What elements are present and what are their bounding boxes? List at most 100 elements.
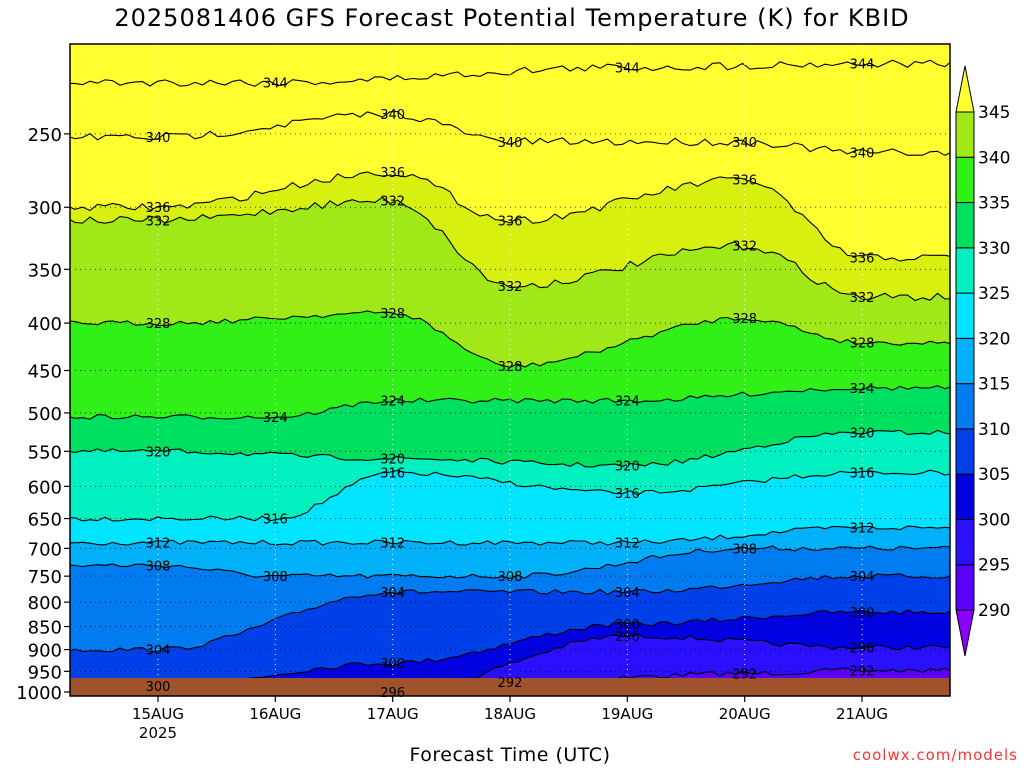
contour-320	[70, 429, 950, 468]
contour-332	[70, 196, 950, 302]
y-tick-label: 450	[28, 361, 62, 382]
contour-label-324: 324	[380, 395, 405, 410]
contour-label-300: 300	[380, 657, 405, 672]
contour-label-344: 344	[263, 76, 288, 91]
y-tick-label: 300	[28, 198, 62, 219]
y-tick-label: 550	[28, 442, 62, 463]
contour-336	[70, 171, 950, 262]
contour-label-340: 340	[498, 136, 523, 151]
contour-label-328: 328	[380, 307, 405, 322]
contour-label-320: 320	[146, 445, 171, 460]
contour-label-300: 300	[850, 606, 875, 621]
contour-label-312: 312	[146, 537, 171, 552]
contour-312	[70, 525, 950, 546]
colorbar-label: 290	[978, 601, 1010, 621]
contour-label-308: 308	[498, 570, 523, 585]
x-tick-label: 18AUG	[484, 705, 536, 723]
x-tick-label: 21AUG	[836, 705, 888, 723]
contour-label-316: 316	[615, 487, 640, 502]
contour-label-320: 320	[380, 453, 405, 468]
contour-label-324: 324	[615, 395, 640, 410]
contour-328	[70, 310, 950, 368]
contour-label-324: 324	[850, 382, 875, 397]
contour-316	[70, 469, 950, 522]
contour-label-304: 304	[146, 644, 171, 659]
colorbar-swatch	[955, 292, 975, 339]
colorbar-swatch	[955, 428, 975, 475]
y-tick-label: 700	[28, 539, 62, 560]
colorbar-label: 345	[978, 103, 1010, 123]
colorbar: 290 295 300 305 310 315 320 325 330 335 340 345	[955, 65, 1010, 657]
contour-label-308: 308	[732, 542, 757, 557]
band-above-344	[70, 44, 950, 87]
contour-label-304: 304	[615, 586, 640, 601]
colorbar-top-arrow	[955, 65, 975, 113]
contour-label-316: 316	[263, 513, 288, 528]
colorbar-swatch	[955, 518, 975, 566]
contour-label-308: 308	[146, 559, 171, 574]
contour-label-304: 304	[850, 570, 875, 585]
y-tick-label: 1000	[16, 683, 62, 704]
y-tick-label: 800	[28, 593, 62, 614]
contour-label-340: 340	[850, 147, 875, 162]
y-tick-label: 400	[28, 314, 62, 335]
y-tick-label: 650	[28, 510, 62, 531]
colorbar-label: 295	[978, 556, 1010, 576]
y-tick-label: 600	[28, 477, 62, 498]
contour-label-316: 316	[850, 467, 875, 482]
contour-label-324: 324	[263, 411, 288, 426]
y-tick-label: 250	[28, 125, 62, 146]
contour-label-332: 332	[380, 194, 405, 209]
colorbar-label: 305	[978, 465, 1010, 485]
colorbar-swatch	[955, 383, 975, 430]
contour-label-336: 336	[146, 201, 171, 216]
y-tick-label: 750	[28, 567, 62, 588]
contour-label-320: 320	[615, 460, 640, 475]
colorbar-swatch	[955, 473, 975, 520]
chart-title: 2025081406 GFS Forecast Potential Temper…	[114, 4, 910, 32]
contour-label-312: 312	[615, 537, 640, 552]
contour-label-296: 296	[615, 630, 640, 645]
credit-text: coolwx.com/models	[852, 746, 1018, 764]
colorbar-label: 330	[978, 239, 1010, 259]
contour-label-328: 328	[498, 360, 523, 375]
contour-label-292: 292	[732, 667, 757, 682]
colorbar-swatch	[955, 564, 975, 611]
y-tick-label: 850	[28, 618, 62, 639]
contour-label-336: 336	[850, 252, 875, 267]
contour-label-312: 312	[380, 537, 405, 552]
contour-label-300: 300	[615, 618, 640, 633]
contour-label-316: 316	[380, 467, 405, 482]
colorbar-swatch	[955, 247, 975, 294]
y-tick-label: 500	[28, 404, 62, 425]
contour-label-336: 336	[498, 214, 523, 229]
contour-label-328: 328	[732, 312, 757, 327]
colorbar-label: 325	[978, 284, 1010, 304]
colorbar-label: 320	[978, 329, 1010, 349]
contour-label-344: 344	[850, 58, 875, 73]
x-axis-title: Forecast Time (UTC)	[409, 744, 611, 766]
x-tick-label: 20AUG	[719, 705, 771, 723]
contour-label-336: 336	[732, 173, 757, 188]
contour-label-296: 296	[850, 641, 875, 656]
colorbar-swatch	[955, 337, 975, 385]
contour-label-332: 332	[732, 240, 757, 255]
contour-label-304: 304	[380, 586, 405, 601]
x-tick-sublabel: 2025	[139, 724, 177, 742]
ground-strip	[70, 678, 950, 696]
colorbar-label: 300	[978, 510, 1010, 530]
x-tick-label: 19AUG	[601, 705, 653, 723]
contour-label-292: 292	[850, 664, 875, 679]
contour-label-312: 312	[850, 522, 875, 537]
colorbar-label: 315	[978, 375, 1010, 395]
contour-304	[70, 573, 950, 653]
y-tick-label: 950	[28, 662, 62, 683]
x-tick-label: 17AUG	[367, 705, 419, 723]
colorbar-swatch	[955, 111, 975, 158]
y-tick-label: 900	[28, 641, 62, 662]
contour-label-340: 340	[732, 136, 757, 151]
x-tick-label: 16AUG	[249, 705, 301, 723]
